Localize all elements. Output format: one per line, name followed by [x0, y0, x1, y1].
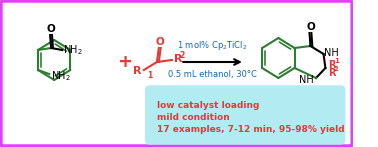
Text: 1: 1	[147, 71, 152, 80]
Text: NH: NH	[324, 48, 339, 58]
Text: R: R	[174, 54, 182, 64]
Text: 1: 1	[334, 58, 339, 64]
Text: 1 mol% Cp$_2$TiCl$_2$: 1 mol% Cp$_2$TiCl$_2$	[177, 39, 248, 52]
Text: R: R	[133, 66, 142, 76]
Text: 2: 2	[334, 66, 339, 72]
Text: NH$_2$: NH$_2$	[51, 69, 71, 83]
FancyBboxPatch shape	[1, 1, 352, 146]
Text: O: O	[306, 22, 315, 32]
Text: mild condition: mild condition	[157, 113, 230, 122]
FancyBboxPatch shape	[146, 86, 345, 144]
Text: O: O	[155, 37, 164, 47]
Text: 2: 2	[180, 51, 184, 60]
Text: NH$_2$: NH$_2$	[63, 43, 83, 57]
Text: low catalyst loading: low catalyst loading	[157, 101, 259, 110]
Text: R: R	[328, 60, 336, 70]
Text: R: R	[328, 68, 336, 78]
Text: 0.5 mL ethanol, 30°C: 0.5 mL ethanol, 30°C	[168, 70, 257, 79]
Text: 17 examples, 7-12 min, 95-98% yield: 17 examples, 7-12 min, 95-98% yield	[157, 125, 345, 134]
Text: NH: NH	[299, 75, 314, 85]
Text: O: O	[47, 24, 56, 34]
Text: +: +	[117, 53, 132, 71]
